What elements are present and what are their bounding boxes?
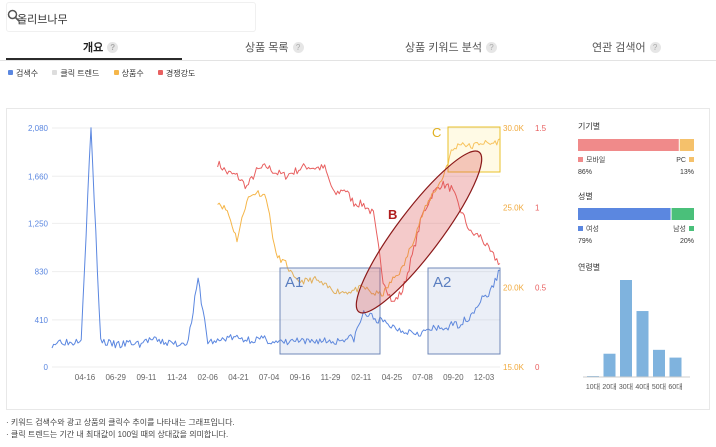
x-tick: 04-16 <box>75 373 96 382</box>
annotation-label-c: C <box>432 125 441 140</box>
device-label-pc: PC <box>676 157 686 164</box>
annotation-label-a2: A2 <box>433 274 451 291</box>
x-tick: 09-11 <box>136 373 156 382</box>
help-icon[interactable]: ? <box>292 42 304 53</box>
tab-label: 상품 목록 <box>245 42 289 54</box>
annotation-ellipse-b <box>355 150 483 314</box>
search-box[interactable]: 올리브나무 <box>6 2 256 32</box>
gender-pct-female: 79% <box>578 238 592 245</box>
age-label: 20대 <box>602 383 616 391</box>
y-tick-left: 2,080 <box>28 124 49 133</box>
footnotes: · 키워드 검색수와 광고 상품의 클릭수 추이를 나타내는 그래프입니다. ·… <box>6 417 235 441</box>
age-label: 50대 <box>652 383 666 391</box>
legend-item-click-trend[interactable]: 클릭 트렌드 <box>52 68 99 79</box>
age-title: 연령별 <box>578 262 600 272</box>
footnote: · 클릭 트렌드는 기간 내 최대값이 100일 때의 상대값을 의미합니다. <box>6 430 229 439</box>
device-title: 기기별 <box>578 121 600 131</box>
x-tick: 04-21 <box>228 373 249 382</box>
tab-keyword-analysis[interactable]: 상품 키워드 분석? <box>405 39 497 55</box>
annotation-box-a1 <box>279 267 381 355</box>
gender-pct-male: 20% <box>680 238 694 245</box>
age-label: 40대 <box>635 383 649 391</box>
tab-label: 개요 <box>83 42 104 54</box>
device-pct-pc: 13% <box>680 169 694 176</box>
x-tick: 12-03 <box>474 373 495 382</box>
y-tick-products: 25.0K <box>503 204 525 213</box>
annotation-box-c <box>447 126 501 173</box>
gender-bar-female <box>578 208 671 220</box>
y-tick-competition: 1.5 <box>535 124 547 133</box>
y-tick-left: 1,250 <box>28 219 49 228</box>
legend-swatch-male <box>689 226 694 231</box>
device-pct-mobile: 86% <box>578 169 592 176</box>
y-tick-left: 1,660 <box>28 172 49 181</box>
x-tick: 02-06 <box>198 373 219 382</box>
series-line-competition <box>217 160 501 302</box>
series-line-products <box>217 138 501 297</box>
x-tick: 02-11 <box>351 373 371 382</box>
tab-product-list[interactable]: 상품 목록? <box>245 39 304 55</box>
legend-item-search[interactable]: 검색수 <box>8 68 38 79</box>
help-icon[interactable]: ? <box>107 42 119 53</box>
age-bar <box>669 357 682 377</box>
tab-label: 상품 키워드 분석 <box>405 42 482 54</box>
annotation-label-a1: A1 <box>285 274 303 291</box>
x-tick: 07-08 <box>412 373 433 382</box>
age-bar <box>620 280 632 377</box>
device-bar-pc <box>679 139 694 151</box>
tab-related-keywords[interactable]: 연관 검색어? <box>592 39 661 55</box>
gender-bar-male <box>671 208 694 220</box>
y-tick-products: 30.0K <box>503 124 525 133</box>
age-label: 10대 <box>586 383 600 391</box>
y-tick-competition: 1 <box>535 204 540 213</box>
help-icon[interactable]: ? <box>485 42 497 53</box>
y-tick-left: 0 <box>44 363 49 372</box>
age-bar <box>603 353 616 377</box>
x-tick: 11-24 <box>167 373 187 382</box>
annotation-label-b: B <box>388 207 397 222</box>
active-tab-indicator <box>6 58 182 60</box>
tab-bar: 개요? 상품 목록? 상품 키워드 분석? 연관 검색어? <box>0 34 716 61</box>
age-label: 30대 <box>619 383 633 391</box>
x-tick: 04-25 <box>382 373 403 382</box>
chart-panel <box>6 108 710 410</box>
y-tick-competition: 0.5 <box>535 283 547 292</box>
search-icon[interactable] <box>7 9 21 23</box>
y-tick-products: 15.0K <box>503 363 525 372</box>
y-tick-competition: 0 <box>535 363 540 372</box>
gender-label-male: 남성 <box>673 224 686 233</box>
x-tick: 06-29 <box>105 373 126 382</box>
y-tick-products: 20.0K <box>503 283 525 292</box>
age-bar <box>636 311 649 377</box>
device-bar-mobile <box>578 139 679 151</box>
x-tick: 07-04 <box>259 373 280 382</box>
x-tick: 09-20 <box>443 373 464 382</box>
gender-label-female: 여성 <box>586 224 599 233</box>
y-tick-left: 410 <box>35 316 49 325</box>
x-tick: 11-29 <box>321 373 341 382</box>
device-label-mobile: 모바일 <box>586 155 605 164</box>
legend-swatch-female <box>578 226 583 231</box>
legend-item-competition[interactable]: 경쟁강도 <box>157 68 195 79</box>
gender-title: 성별 <box>578 191 593 201</box>
chart-legend: 검색수 클릭 트렌드 상품수 경쟁강도 <box>8 68 207 79</box>
tab-overview[interactable]: 개요? <box>83 39 119 55</box>
footnote: · 키워드 검색수와 광고 상품의 클릭수 추이를 나타내는 그래프입니다. <box>6 418 235 427</box>
y-tick-left: 830 <box>35 268 49 277</box>
age-bar <box>653 349 665 377</box>
help-icon[interactable]: ? <box>649 42 661 53</box>
legend-swatch-pc <box>689 157 694 162</box>
legend-item-products[interactable]: 상품수 <box>113 68 144 79</box>
legend-swatch-mobile <box>578 157 583 162</box>
age-label: 60대 <box>668 383 682 391</box>
search-input[interactable]: 올리브나무 <box>17 14 68 26</box>
x-tick: 09-16 <box>290 373 311 382</box>
annotation-box-a2 <box>427 267 501 355</box>
series-line-searches <box>51 127 501 349</box>
tab-label: 연관 검색어 <box>592 42 646 54</box>
